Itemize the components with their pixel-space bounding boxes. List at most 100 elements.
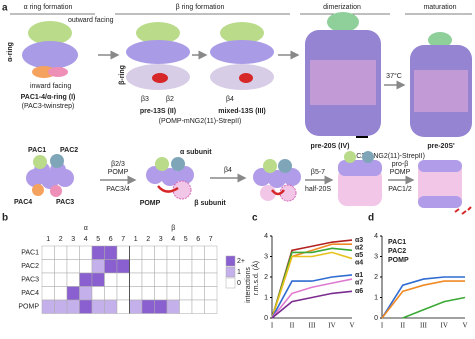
line	[271, 274, 353, 319]
caption: (PAC3-twinstrep)	[22, 103, 75, 110]
y-tick-label: 1	[374, 294, 378, 301]
heatmap-cell	[166, 272, 180, 287]
series-label: α5	[355, 252, 363, 259]
annotation: β-ring	[119, 65, 126, 85]
schematic-arrows	[100, 173, 415, 185]
heatmap-cell	[154, 299, 168, 314]
legend-label: 0	[237, 280, 241, 287]
heatmap-cell	[204, 299, 218, 314]
panel-label: b	[2, 213, 8, 224]
annotation: β4	[226, 96, 234, 103]
column-label: 3	[71, 236, 75, 243]
schematic	[26, 151, 472, 215]
stage-title: α ring formation	[24, 4, 73, 11]
schematic-label: PAC2	[60, 147, 78, 154]
y-tick-label: 4	[374, 233, 378, 240]
heatmap-cell	[66, 259, 80, 274]
heatmap-cell	[129, 272, 143, 287]
heatmap-cell	[104, 299, 118, 314]
annotation: α-ring	[7, 42, 14, 62]
heatmap-cell	[154, 286, 168, 301]
legend-swatch	[225, 277, 236, 289]
caption: (PAC2-mNG2(11)-StrepII)	[345, 153, 425, 160]
heatmap-cell	[66, 286, 80, 301]
column-label: 4	[84, 236, 88, 243]
legend-title: interactions	[245, 267, 252, 303]
column-label: 3	[159, 236, 163, 243]
heatmap-cell	[116, 259, 130, 274]
heatmap-cell	[179, 245, 193, 260]
column-label: 7	[209, 236, 213, 243]
line	[271, 247, 353, 319]
column-label: 4	[171, 236, 175, 243]
column-label: 6	[109, 236, 113, 243]
heatmap-cell	[41, 272, 55, 287]
line	[271, 290, 353, 319]
caption: mixed-13S (III)	[218, 108, 265, 115]
heatmap-cell	[154, 272, 168, 287]
heatmap-cell	[66, 299, 80, 314]
heatmap-cell	[141, 259, 155, 274]
legend-swatch	[225, 255, 236, 267]
column-label: 5	[184, 236, 188, 243]
y-tick-label: 3	[264, 253, 268, 260]
heatmap-cell	[91, 259, 105, 274]
heatmap-cell	[129, 259, 143, 274]
heatmap-cell	[166, 299, 180, 314]
heatmap-cell	[54, 245, 68, 260]
heatmap-cell	[204, 245, 218, 260]
row-label: POMP	[18, 304, 39, 311]
heatmap-cell	[204, 286, 218, 301]
series-label: α6	[355, 288, 363, 295]
column-label: 2	[59, 236, 63, 243]
heatmap-cell	[141, 272, 155, 287]
heatmap-cell	[91, 286, 105, 301]
heatmap-cell	[141, 245, 155, 260]
heatmap-cell	[91, 272, 105, 287]
heatmap-cell	[191, 272, 205, 287]
y-axis-label: r.m.s.d. (Å)	[251, 261, 260, 295]
heatmap-cell	[104, 245, 118, 260]
schematic-label: POMP	[140, 200, 161, 207]
column-label: 1	[46, 236, 50, 243]
heatmap-cell	[116, 299, 130, 314]
line	[381, 280, 465, 319]
heatmap-cell	[91, 245, 105, 260]
series-label: α4	[355, 259, 363, 266]
row-label: PAC2	[21, 263, 39, 270]
stage-arrows	[98, 50, 406, 90]
x-tick-label: I	[271, 322, 274, 330]
heatmap-cell	[116, 272, 130, 287]
heatmap-cell	[54, 299, 68, 314]
series-label: α1	[355, 272, 363, 279]
schematic-label: POMP	[108, 169, 129, 176]
heatmap-cell	[41, 259, 55, 274]
heatmap-cell	[191, 299, 205, 314]
x-tick-label: V	[462, 322, 467, 330]
annotation: inward facing	[30, 83, 71, 90]
heatmap-cell	[129, 286, 143, 301]
x-tick-label: IV	[441, 322, 448, 330]
heatmap-cell	[79, 245, 93, 260]
schematic-label: β subunit	[194, 200, 226, 207]
heatmap-cell	[166, 245, 180, 260]
y-tick-label: 2	[374, 274, 378, 281]
x-tick-label: IV	[328, 322, 335, 330]
panel-label: c	[252, 213, 258, 224]
schematic-label: β4	[224, 167, 232, 174]
series-label: α3	[355, 237, 363, 244]
heatmap-cell	[154, 259, 168, 274]
schematic-label: β5-7	[311, 169, 325, 176]
heatmap-cell	[204, 259, 218, 274]
heatmap-cell	[191, 286, 205, 301]
x-tick-label: I	[381, 322, 384, 330]
heatmap-cell	[191, 245, 205, 260]
caption: pre-20S'	[427, 143, 455, 150]
annotation: outward facing	[68, 17, 114, 24]
y-tick-label: 0	[264, 315, 268, 322]
schematic-label: PAC4	[14, 199, 32, 206]
stage-title: β ring formation	[176, 4, 225, 11]
heatmap-cell	[91, 299, 105, 314]
series-label: α2	[355, 244, 363, 251]
